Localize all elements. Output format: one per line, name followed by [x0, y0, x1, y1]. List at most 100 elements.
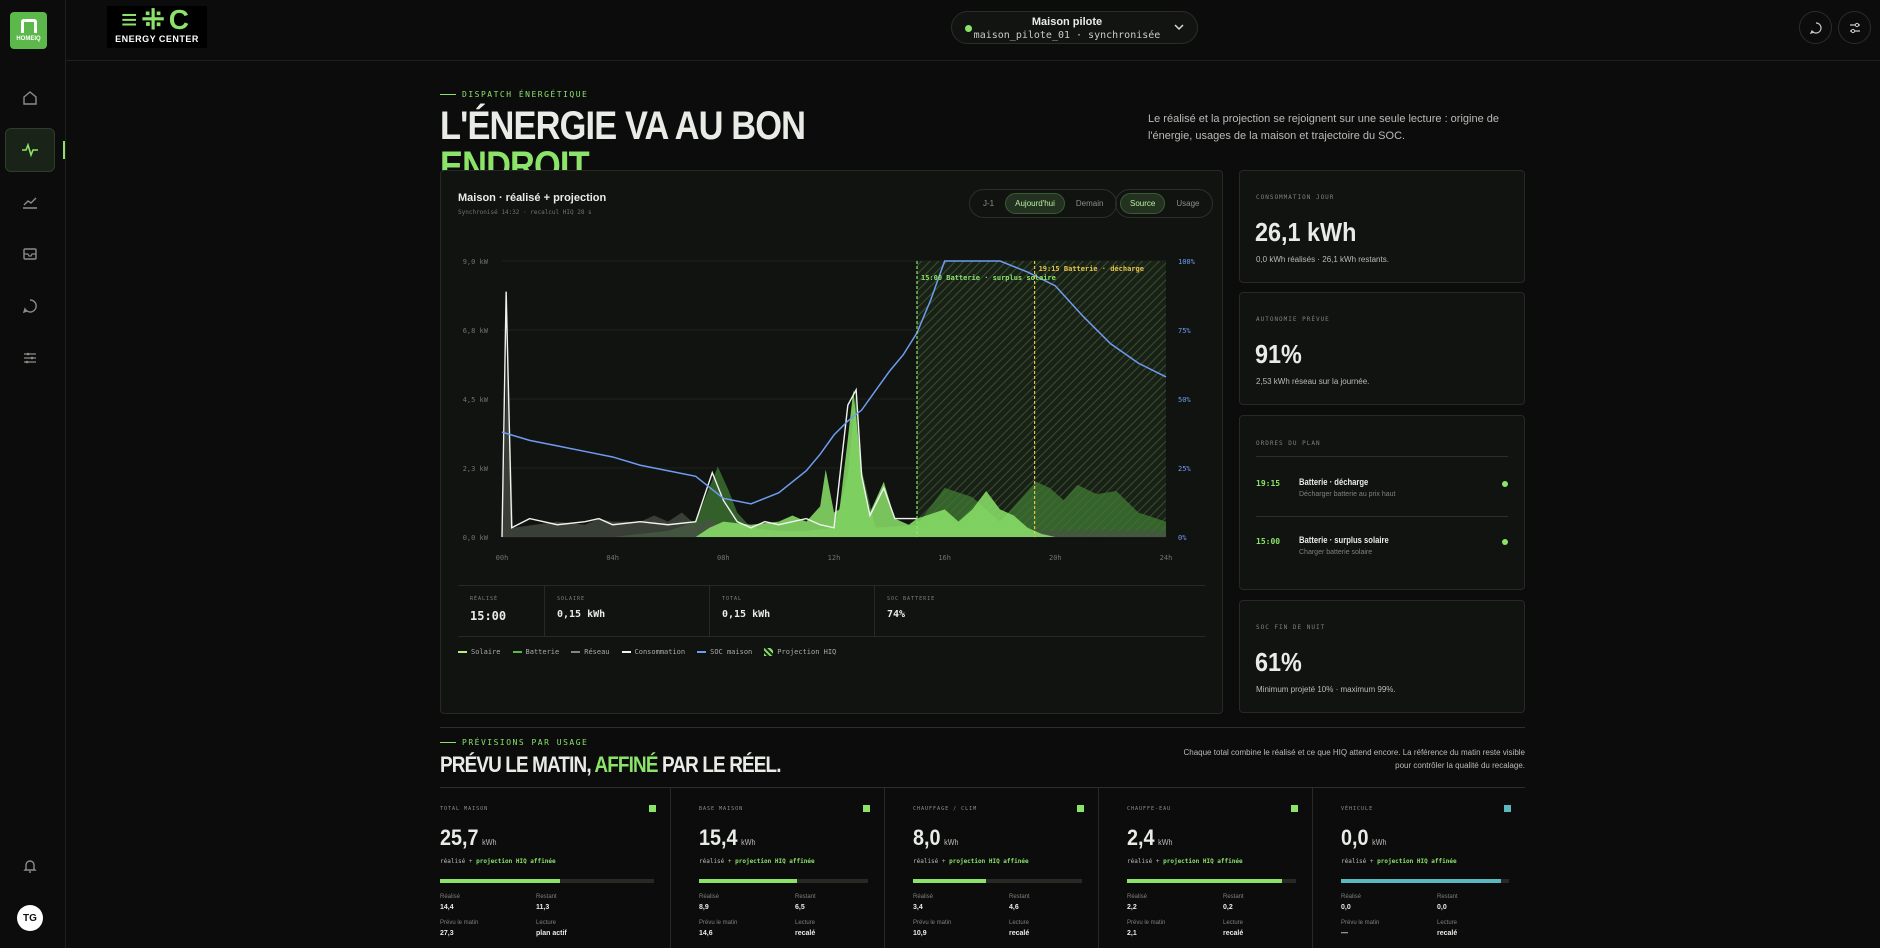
sliders-icon: [24, 352, 36, 364]
chat-button[interactable]: [1799, 11, 1832, 44]
kpi-autonomie: AUTONOMIE PRÉVUE 91% 2,53 kWh réseau sur…: [1239, 292, 1525, 405]
chevron-down-icon: [1174, 24, 1184, 31]
stat-realise: RÉALISÉ 15:00: [458, 585, 545, 637]
tab-source[interactable]: Source: [1120, 193, 1166, 214]
mode-tabs: Source Usage: [1115, 189, 1214, 218]
settings-button[interactable]: [1838, 11, 1871, 44]
active-nav-marker: [63, 141, 65, 159]
legend-solaire[interactable]: Solaire: [458, 648, 501, 656]
usage-progress-bar: [699, 879, 868, 883]
chart-subtitle: Synchronisé 14:32 · recalcul HIQ 28 s: [458, 209, 592, 216]
usage-description: réalisé + projection HIQ affinée: [440, 858, 556, 865]
hero-intro: Le réalisé et la projection se rejoignen…: [1148, 113, 1499, 142]
nav-messages[interactable]: [5, 284, 55, 328]
sidebar: HOMEIQ TG: [0, 0, 66, 948]
nav-home[interactable]: [5, 76, 55, 120]
x-tick-label: 00h: [496, 554, 509, 562]
nav-analytics[interactable]: [5, 180, 55, 224]
usage-color-swatch: [1291, 805, 1298, 812]
usage-color-swatch: [1504, 805, 1511, 812]
top-bar: ≡⁜C ENERGY CENTER Maison pilote maison_p…: [66, 0, 1880, 61]
usage-card-title: BASE MAISON: [699, 806, 744, 812]
nav-inbox[interactable]: [5, 232, 55, 276]
y-tick-label-right: 50%: [1178, 396, 1191, 404]
legend-reseau[interactable]: Réseau: [571, 648, 610, 656]
y-tick-label-right: 0%: [1178, 534, 1187, 542]
nav-dispatch[interactable]: [5, 128, 55, 172]
usage-total: 0,0 kWh: [1341, 825, 1387, 850]
sync-status-dot: [965, 25, 972, 32]
x-tick-label: 08h: [717, 554, 730, 562]
dispatch-chart[interactable]: 0,0 kW 2,3 kW 4,5 kW 6,8 kW 9,0 kW 0% 25% 50% 75…: [440, 250, 1223, 570]
hero-eyebrow: DISPATCH ÉNERGÉTIQUE: [440, 90, 588, 99]
stat-soc-batterie: SOC BATTERIE 74%: [875, 585, 1205, 637]
tab-today[interactable]: Aujourd'hui: [1005, 193, 1065, 214]
plan-marker-label: 19:15 Batterie · décharge: [1039, 265, 1144, 273]
usage-description: réalisé + projection HIQ affinée: [913, 858, 1029, 865]
legend-consommation[interactable]: Consommation: [621, 648, 685, 656]
house-selector[interactable]: Maison pilote maison_pilote_01 · synchro…: [951, 11, 1198, 44]
x-tick-label: 16h: [938, 554, 951, 562]
sliders-icon: [1849, 22, 1860, 33]
y-tick-label: 2,3 kW: [463, 465, 489, 473]
kpi-soc-fin-de-nuit: SOC FIN DE NUIT 61% Minimum projeté 10% …: [1239, 600, 1525, 713]
y-tick-label: 6,8 kW: [463, 327, 489, 335]
plan-order[interactable]: 15:00 Batterie · surplus solaire Charger…: [1256, 529, 1508, 573]
nav-notifications[interactable]: [5, 844, 55, 888]
forecast-eyebrow: PRÉVISIONS PAR USAGE: [440, 738, 588, 747]
user-avatar[interactable]: TG: [17, 905, 43, 931]
home-icon: [23, 91, 37, 105]
usage-color-swatch: [1077, 805, 1084, 812]
x-tick-label: 12h: [828, 554, 841, 562]
inbox-icon: [23, 248, 37, 260]
chat-icon: [22, 299, 37, 314]
tab-usage[interactable]: Usage: [1176, 199, 1200, 208]
x-tick-label: 04h: [606, 554, 619, 562]
stat-solaire: SOLAIRE 0,15 kWh: [545, 585, 710, 637]
usage-card[interactable]: TOTAL MAISON 25,7 kWh réalisé + projection …: [440, 788, 671, 948]
chat-icon: [1809, 21, 1822, 34]
battery-area: [502, 389, 1166, 537]
usage-card[interactable]: VÉHICULE 0,0 kWh réalisé + projection HIQ a…: [1327, 788, 1525, 948]
homeiq-logo[interactable]: HOMEIQ: [10, 12, 47, 49]
pulse-icon: [22, 142, 38, 158]
y-tick-label-right: 25%: [1178, 465, 1191, 473]
chart-icon: [23, 197, 37, 209]
forecast-intro: Chaque total combine le réalisé et ce qu…: [1183, 748, 1525, 770]
brand-name: ENERGY CENTER: [115, 34, 199, 44]
tab-tomorrow[interactable]: Demain: [1075, 199, 1104, 208]
plan-marker-label: 15:00 Batterie · surplus solaire: [921, 274, 1056, 282]
usage-card-title: TOTAL MAISON: [440, 806, 489, 812]
usage-progress-bar: [1341, 879, 1509, 883]
usage-card-title: CHAUFFAGE / CLIM: [913, 806, 978, 812]
chart-legend: Solaire Batterie Réseau Consommation SOC…: [458, 648, 836, 656]
y-tick-label-right: 75%: [1178, 327, 1191, 335]
kpi-consommation-jour: CONSOMMATION JOUR 26,1 kWh 0,0 kWh réali…: [1239, 170, 1525, 283]
tab-previous-day[interactable]: J-1: [983, 199, 995, 208]
usage-description: réalisé + projection HIQ affinée: [1341, 858, 1457, 865]
legend-soc-maison[interactable]: SOC maison: [697, 648, 752, 656]
nav-settings[interactable]: [5, 336, 55, 380]
stat-total: TOTAL 0,15 kWh: [710, 585, 875, 637]
y-tick-label: 4,5 kW: [463, 396, 489, 404]
y-tick-label-right: 100%: [1178, 258, 1196, 266]
energy-center-logo[interactable]: ≡⁜C ENERGY CENTER: [107, 6, 207, 48]
usage-card[interactable]: BASE MAISON 15,4 kWh réalisé + projection H…: [685, 788, 885, 948]
usage-card[interactable]: CHAUFFAGE / CLIM 8,0 kWh réalisé + projecti…: [899, 788, 1099, 948]
x-tick-label: 24h: [1160, 554, 1173, 562]
bell-icon: [23, 860, 37, 873]
y-tick-label: 9,0 kW: [463, 258, 489, 266]
usage-total: 8,0 kWh: [913, 825, 959, 850]
status-dot: [1502, 539, 1508, 545]
chart-title: Maison · réalisé + projection: [458, 192, 607, 204]
plan-order[interactable]: 19:15 Batterie · décharge Décharger batt…: [1256, 471, 1508, 515]
usage-color-swatch: [863, 805, 870, 812]
usage-color-swatch: [649, 805, 656, 812]
legend-batterie[interactable]: Batterie: [512, 648, 559, 656]
legend-projection[interactable]: Projection HIQ: [764, 648, 836, 656]
usage-card[interactable]: CHAUFFE-EAU 2,4 kWh réalisé + projection HI…: [1113, 788, 1313, 948]
usage-description: réalisé + projection HIQ affinée: [699, 858, 815, 865]
range-tabs: J-1 Aujourd'hui Demain: [969, 189, 1118, 218]
soc-line: [501, 260, 1167, 505]
usage-progress-bar: [913, 879, 1082, 883]
